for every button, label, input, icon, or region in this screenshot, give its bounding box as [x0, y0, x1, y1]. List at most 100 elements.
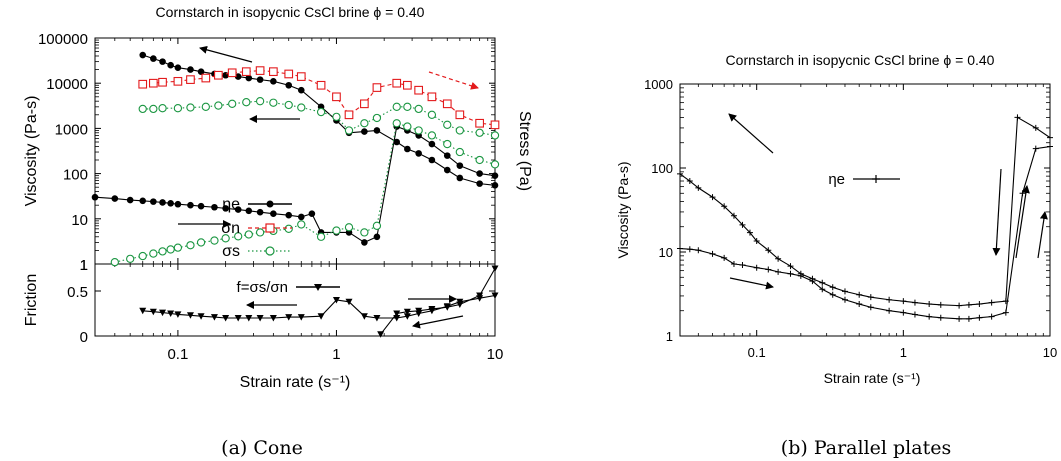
chart-a-friction-series-0-point-2	[159, 309, 167, 317]
chart-a-series-2-point-1	[149, 104, 158, 114]
chart-a-friction-series-0-point-19	[373, 315, 381, 322]
legend-a-sigman-label: σn	[221, 220, 240, 237]
chart-a-friction-series-0-line	[142, 294, 496, 319]
chart-a-series-3-point-30	[476, 170, 483, 177]
chart-b-series-0-line	[679, 116, 1051, 307]
chart-a-series-2-point-11	[284, 100, 293, 110]
caption-b: (b) Parallel plates	[781, 437, 951, 459]
chart-a-series-0-point-22	[415, 150, 422, 157]
chart-a-friction-ytick-0: 0	[80, 329, 88, 346]
chart-a-series-1-point-7	[227, 68, 237, 78]
chart-a-friction-series-0-point-13	[285, 314, 293, 321]
chart-a-series-4-point-4	[158, 247, 167, 256]
legend-a-sigmas-label: σs	[222, 243, 240, 260]
chart-b-series-0-point-1	[686, 178, 693, 185]
chart-a-series-4-point-15	[284, 224, 293, 233]
legend-a-friction-marker	[314, 284, 322, 291]
chart-a-series-0-point-12	[270, 78, 277, 85]
chart-b-series-0-point-3	[709, 194, 716, 201]
chart-a-series-4-point-1	[126, 254, 135, 263]
chart-a-series-1-point-0	[138, 79, 148, 89]
chart-a-title: Cornstarch in isopycnic CsCl brine ϕ = 0…	[156, 4, 425, 20]
chart-a-series-3-point-3	[139, 197, 147, 205]
chart-b-series-0-point-15	[829, 284, 836, 291]
chart-a-series-2-point-23	[455, 126, 464, 135]
chart-a-series-3-point-27	[428, 140, 436, 148]
chart-b-series-1-point-18	[886, 307, 893, 314]
chart-b-series-1-point-6	[739, 262, 746, 269]
chart-a-series-1-point-23	[455, 110, 465, 120]
chart-a-series-3-point-7	[174, 200, 182, 208]
chart-b-ytick-1: 10	[659, 245, 673, 260]
chart-a-xtick-2: 10	[487, 346, 504, 363]
chart-b-series-1-point-2	[695, 247, 702, 254]
chart-b-series-0-point-24	[956, 302, 963, 309]
chart-a-friction-series-0-point-7	[210, 314, 218, 321]
chart-a-series-0-point-18	[361, 128, 368, 135]
chart-b-ticks: 1 10 100 1000 0.1 1 10	[644, 77, 1057, 360]
chart-a-series-3-point-18	[308, 210, 316, 217]
chart-a-series-1-line	[142, 70, 496, 126]
chart-a-series	[91, 51, 500, 267]
chart-a-friction-series-1-point-7	[476, 292, 484, 299]
chart-a-series-3-point-1	[111, 195, 119, 202]
chart-a-series-1-point-15	[344, 110, 354, 120]
chart-b-series-1-point-21	[926, 313, 933, 320]
chart-b-xtick-0: 0.1	[748, 345, 766, 360]
chart-b-series-0-point-25	[965, 301, 972, 308]
chart-a-series-3-point-12	[234, 206, 242, 213]
chart-a-xlabel: Strain rate (s⁻¹)	[240, 374, 351, 391]
chart-a-series-2-point-4	[186, 103, 195, 112]
chart-a-series-4-point-23	[403, 122, 412, 131]
chart-a-series-4-point-11	[234, 232, 243, 241]
chart-b-xlabel: Strain rate (s⁻¹)	[824, 370, 921, 386]
chart-a-series-1-point-4	[186, 75, 195, 84]
chart-a-friction-series-0-point-17	[345, 298, 353, 306]
chart-b-series-0-point-9	[765, 247, 772, 254]
chart-b-series-0-point-21	[911, 299, 918, 306]
chart-a-friction-series-0-point-14	[297, 314, 305, 321]
legend-a-eta-label: ηe	[222, 196, 240, 213]
chart-a-series-4-point-17	[316, 232, 326, 241]
chart-a-series-1-point-20	[414, 85, 424, 95]
chart-a-series-4-point-27	[455, 147, 464, 157]
chart-a-series-4-point-25	[427, 131, 437, 140]
chart-b-series-0-point-0	[677, 170, 683, 177]
chart-a-series-4-point-0	[110, 257, 119, 267]
chart-a-friction-series-1-point-0	[377, 331, 385, 338]
chart-a-series-2-point-13	[316, 107, 326, 117]
chart-a-series-3-point-10	[211, 203, 218, 211]
chart-a-friction-series-0-point-12	[269, 315, 277, 322]
chart-a-series-3-point-15	[270, 210, 277, 217]
chart-a-ytick-0: 1	[80, 257, 88, 274]
arrow-b-4	[1015, 185, 1030, 259]
chart-b-series-1-point-16	[856, 301, 863, 308]
chart-a-series-0-point-10	[245, 74, 253, 82]
chart-a-friction-series-1-point-5	[443, 304, 451, 311]
arrow-b-3	[992, 168, 1002, 256]
chart-a-series-1-point-16	[360, 99, 369, 109]
chart-a-friction-series-0-point-6	[197, 313, 205, 320]
chart-b-series-1-point-4	[721, 254, 728, 261]
chart-a-series-3-point-14	[256, 208, 264, 216]
chart-b-series-0-point-10	[775, 255, 782, 262]
chart-a-y2label: Stress (Pa)	[516, 111, 533, 191]
chart-b-series-1-line	[679, 146, 1051, 320]
chart-a-friction-series-1-point-2	[403, 308, 411, 316]
chart-a-series-4-point-13	[255, 228, 265, 237]
chart-a-series-4-point-9	[210, 236, 219, 245]
chart-b-series-1-point-30	[1047, 143, 1053, 150]
chart-a-main-frame	[94, 37, 496, 265]
chart-a-series-4-point-22	[392, 119, 401, 128]
chart-b-series-0-point-16	[841, 288, 848, 295]
chart-a-series-3-point-11	[222, 205, 229, 212]
chart-a-series-1-point-19	[402, 80, 412, 90]
chart-a-series-3-point-9	[197, 202, 205, 210]
chart-a-xtick-0: 0.1	[167, 346, 188, 363]
chart-a-series-3-point-16	[285, 211, 293, 219]
chart-a-series-4-point-3	[149, 249, 158, 258]
chart-a-series-4-point-8	[196, 238, 206, 247]
chart-a-series-1-point-2	[158, 77, 167, 87]
chart-a-series-4-point-10	[221, 234, 230, 243]
chart-a-series-3-point-22	[361, 239, 368, 246]
